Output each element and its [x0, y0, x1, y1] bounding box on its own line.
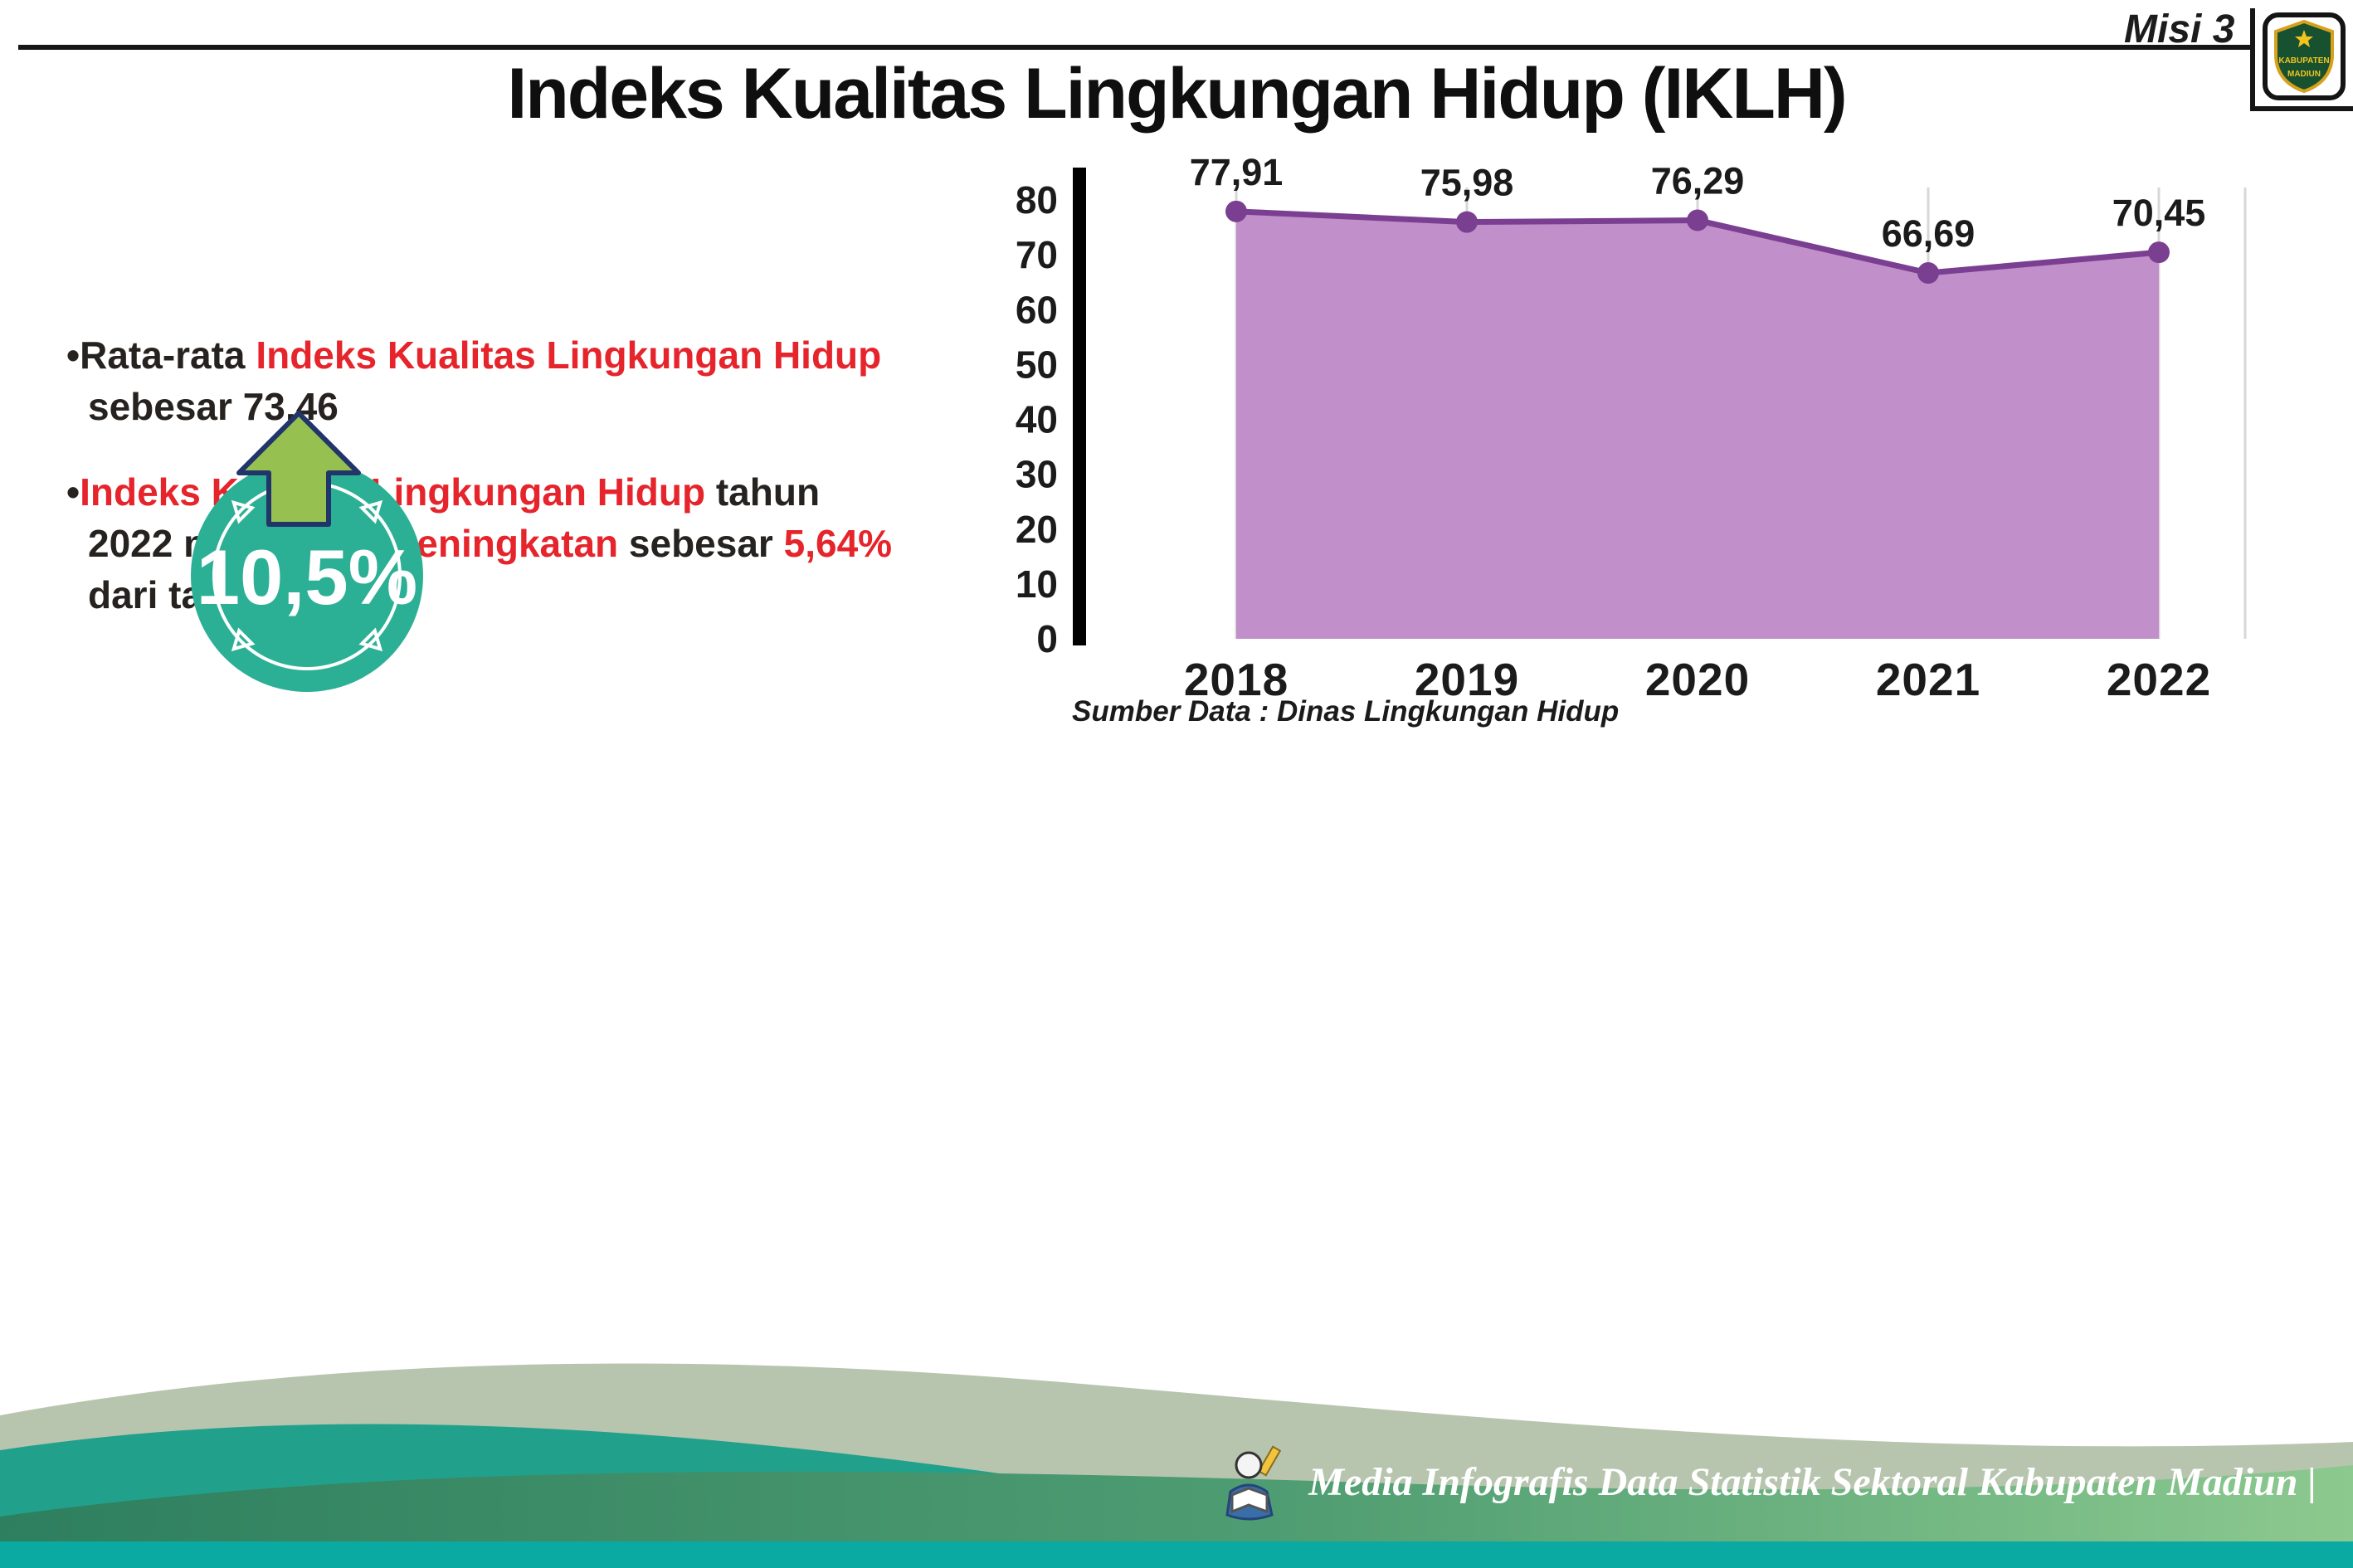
logo-star-icon: [2295, 30, 2313, 47]
footer-text: Media Infografis Data Statistik Sektoral…: [1308, 1459, 2316, 1504]
data-value-label: 70,45: [2112, 192, 2206, 234]
bullet-text-segment: peningkatan: [393, 521, 619, 565]
iklh-area-chart: 0 10 20 30 40 50 60 70 80 77,91 2018 75,98 2019 76,29…: [1016, 151, 2247, 705]
bullet-marker: •: [66, 470, 80, 514]
logo-top-text: KABUPATEN: [2278, 56, 2329, 66]
bullet-average-iklh: •Rata-rata Indeks Kualitas Lingkungan Hi…: [66, 330, 913, 432]
y-tick-label: 10: [1016, 562, 1058, 606]
data-point: [2148, 241, 2170, 264]
y-tick-label: 40: [1016, 398, 1058, 441]
y-tick-label: 50: [1016, 343, 1058, 386]
footer-caption: Media Infografis Data Statistik Sektoral…: [1220, 1442, 2316, 1522]
y-tick-label: 60: [1016, 288, 1058, 331]
data-point: [1687, 209, 1708, 231]
data-point: [1917, 262, 1939, 285]
mascot-book: [1230, 1487, 1269, 1514]
x-tick-label: 2022: [2107, 654, 2211, 705]
y-tick-label: 0: [1036, 617, 1058, 660]
page-title: Indeks Kualitas Lingkungan Hidup (IKLH): [507, 54, 1847, 134]
up-arrow-icon: [236, 411, 361, 527]
chart-source: Sumber Data : Dinas Lingkungan Hidup: [1072, 695, 1620, 728]
footer: Media Infografis Data Statistik Sektoral…: [0, 1344, 2353, 1568]
data-value-label: 76,29: [1651, 160, 1745, 202]
y-tick-label: 20: [1016, 508, 1058, 551]
x-tick-label: 2019: [1415, 654, 1519, 705]
mascot-pencil: [1258, 1445, 1282, 1477]
bullet-marker: •: [66, 334, 80, 377]
logo-bottom-text: MADIUN: [2287, 70, 2321, 79]
x-tick-label: 2020: [1645, 654, 1750, 705]
badge-circle: [191, 460, 423, 692]
data-value-label: 75,98: [1420, 162, 1514, 204]
top-divider: [18, 45, 2250, 50]
misi-label: Misi 3: [2124, 7, 2235, 51]
y-tick-label: 30: [1016, 453, 1058, 496]
x-tick-label: 2018: [1184, 654, 1289, 705]
iklh-chart: 0 10 20 30 40 50 60 70 80 77,91 2018 75,98 2019 76,29…: [954, 151, 2265, 728]
logo-shield: [2274, 19, 2334, 94]
badge-tick-icon: [231, 499, 256, 524]
mascot-icon: [1225, 1445, 1282, 1521]
x-tick-label: 2021: [1876, 654, 1980, 705]
data-point: [1456, 211, 1478, 233]
bullet-text-segment: 5,64%: [783, 521, 893, 565]
kabupaten-madiun-logo: KABUPATEN MADIUN: [2262, 12, 2346, 101]
increase-badge-graphic: 10,5%: [191, 411, 423, 692]
data-value-label: 66,69: [1882, 212, 1975, 255]
badge-tick-icon: [358, 627, 383, 652]
area-fill: [1236, 211, 2159, 639]
data-point: [1225, 200, 1247, 222]
y-axis: [1073, 168, 1086, 645]
logo-shield-icon: KABUPATEN MADIUN: [2263, 12, 2346, 100]
logo-bracket-bottom: [2250, 106, 2353, 111]
y-tick-label: 70: [1016, 233, 1058, 276]
increase-badge: 10,5%: [170, 383, 444, 720]
logo-bracket-left: [2250, 8, 2255, 111]
bullet-text-segment: Indeks Kualitas Lingkungan Hidup: [256, 334, 882, 377]
mascot-head: [1235, 1451, 1263, 1479]
increase-value: 10,5%: [197, 533, 418, 621]
bullet-text-segment: sebesar: [618, 521, 784, 565]
data-value-label: 77,91: [1190, 156, 1284, 193]
y-tick-label: 80: [1016, 178, 1058, 222]
badge-tick-icon: [231, 627, 256, 652]
footer-bottom-bar: [0, 1541, 2353, 1568]
badge-tick-icon: [358, 499, 383, 524]
footer-waves: [0, 1363, 2353, 1568]
bullet-text-segment: Rata-rata: [80, 334, 256, 377]
